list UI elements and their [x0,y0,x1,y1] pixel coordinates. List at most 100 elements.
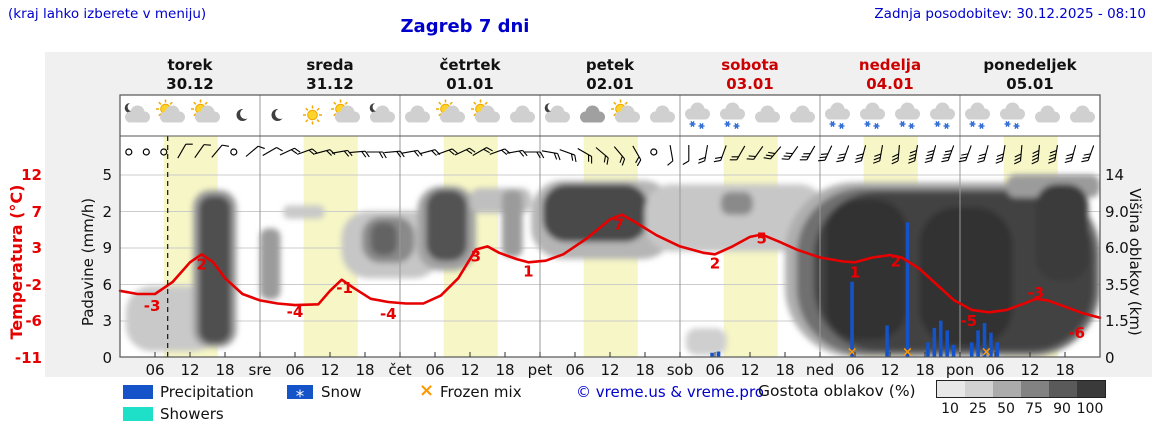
time-axis-tick: 06 [985,361,1005,379]
snowflake-icon [733,123,740,129]
density-swatch [937,381,965,397]
menu-hint: (kraj lahko izberete v meniju) [8,6,207,22]
wind-barb-icon [1081,145,1095,163]
time-axis-tick: 18 [775,361,795,379]
wind-barb-icon [1064,145,1077,164]
wind-barb-icon [454,147,476,156]
cloud-density-blob [1035,184,1089,281]
snow-star-icon: * [295,387,305,407]
wind-barb-icon [245,145,265,157]
cloud-icon [755,105,780,123]
density-tick: 25 [969,401,987,417]
temperature-value-label: -4 [380,305,397,323]
sun-icon [303,105,322,125]
copyright-link[interactable]: © vreme.us & vreme.pro [576,383,764,401]
wind-barb-icon [763,146,782,160]
temperature-value-label: 1 [850,263,860,281]
precip-bar [995,342,1000,357]
temperature-value-label: -3 [1027,284,1044,302]
cloud-icon [790,105,815,123]
density-tick: 100 [1076,401,1104,417]
time-axis-tick: 18 [215,361,235,379]
precip-axis-tick: 9 [102,239,112,257]
frozen-mix-icon: × [419,380,435,401]
temperature-value-label: 2 [891,252,901,270]
time-axis-tick: 18 [915,361,935,379]
wind-barb-icon [698,145,709,164]
snow-cloud-icon [895,102,920,129]
time-axis-tick: sob [666,361,694,379]
sun-cloud-icon [156,99,185,123]
snow-cloud-icon [685,102,710,129]
precip-bar [885,325,889,357]
temperature-value-label: -5 [960,312,977,330]
time-axis-tick: 12 [740,361,760,379]
precip-bar [989,332,993,357]
day-date: 05.01 [1006,75,1054,93]
temp-axis-tick: -2 [25,275,42,294]
density-swatch [993,381,1021,397]
snowflake-icon [873,123,880,129]
snowflake-icon [908,123,915,129]
day-date: 30.12 [166,75,214,93]
cloud-icon [650,105,675,123]
time-axis-tick: 06 [145,361,165,379]
snow-cloud-icon [930,102,955,129]
wind-barb-icon [1013,144,1023,165]
wind-barb-icon [613,146,626,166]
wind-barb-icon [958,145,972,163]
snowflake-icon [864,121,871,127]
wind-barb-icon [746,145,764,160]
cloud-density-scale [936,380,1106,398]
wind-barb-icon [799,145,816,161]
last-update-text: Zadnja posodobitev: 30.12.2025 - 08:10 [874,6,1146,22]
wind-barb-icon [211,144,230,158]
calm-wind-icon [160,148,168,156]
day-name: nedelja [858,56,922,74]
time-axis-tick: 12 [460,361,480,379]
wind-barb-icon [632,145,642,167]
wind-barb-icon [682,145,690,165]
snow-cloud-icon [825,102,850,129]
time-axis-tick: 06 [705,361,725,379]
cloud-density-blob [370,222,398,256]
sun-cloud-icon [436,99,465,123]
time-axis-tick: 18 [635,361,655,379]
page-title: Zagreb 7 dni [400,16,530,37]
wind-barb-icon [908,145,919,164]
day-date: 01.01 [446,75,494,93]
precipitation-legend-label: Precipitation [160,383,254,401]
cloud-axis-tick: 1.5 [1105,312,1129,330]
density-swatch [1049,381,1077,397]
frozen-legend-label: Frozen mix [440,383,522,401]
snowflake-icon [969,121,976,127]
cloud-density-blob [825,199,908,340]
temperature-line [118,213,1102,320]
precip-axis-tick: 3 [102,312,112,330]
temperature-value-label: -3 [144,297,161,315]
density-tick: 75 [1025,401,1043,417]
snowflake-icon [698,123,705,129]
time-axis-tick: 12 [1020,361,1040,379]
day-name: sobota [721,56,779,74]
day-name: ponedeljek [983,56,1077,74]
temperature-value-label: 7 [614,216,624,234]
snowflake-icon [829,121,836,127]
precip-bar [932,327,937,357]
wind-barb-icon [891,144,900,165]
showers-legend-label: Showers [160,405,224,423]
temperature-value-label: 1 [523,262,533,280]
precip-bar [982,323,987,357]
day-date: 31.12 [306,75,354,93]
cloud-density-field [125,174,1100,357]
snowflake-icon [838,123,845,129]
wind-barb-icon [577,148,593,164]
snow-cloud-icon [720,102,745,129]
snowflake-icon [943,123,950,129]
wind-barb-icon [1031,144,1040,165]
density-tick: 90 [1053,401,1071,417]
wind-barb-icon [818,145,833,162]
day-date: 03.01 [726,75,774,93]
precip-bar [716,351,721,357]
calm-wind-icon [650,148,658,156]
